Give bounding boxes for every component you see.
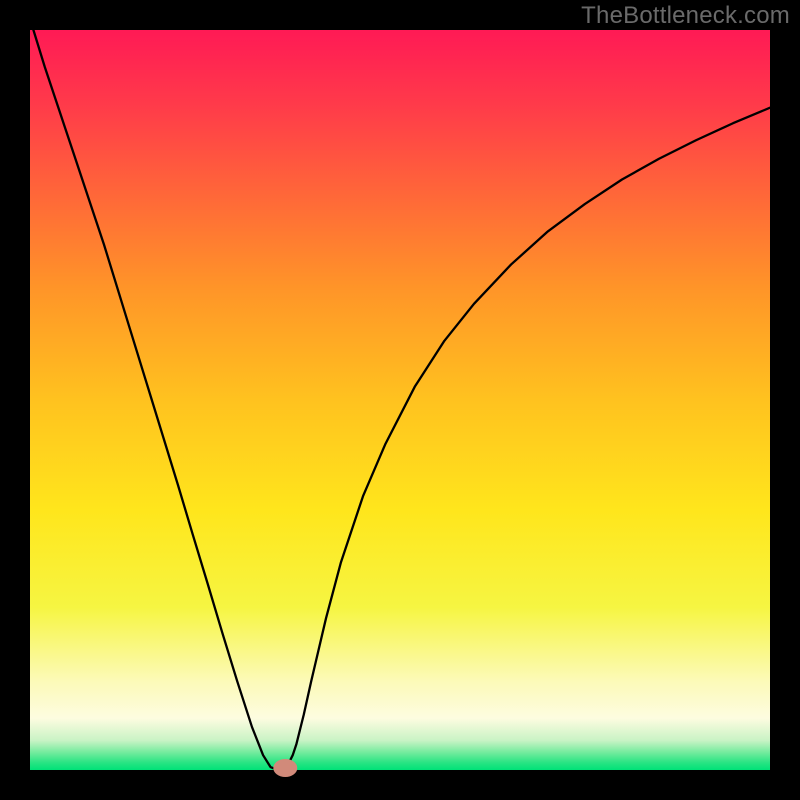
chart-container: TheBottleneck.com (0, 0, 800, 800)
plot-background (30, 30, 770, 770)
watermark-text: TheBottleneck.com (581, 2, 790, 30)
bottleneck-chart (0, 0, 800, 800)
minimum-marker (273, 759, 297, 777)
